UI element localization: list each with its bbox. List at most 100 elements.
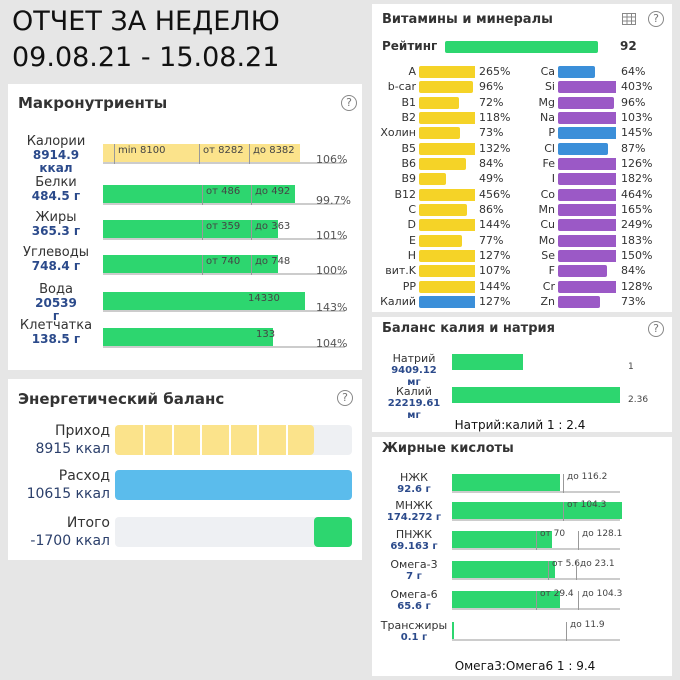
vitamin-bar xyxy=(419,280,475,293)
norm-label: до 116.2 xyxy=(567,472,608,482)
vitamin-track xyxy=(558,142,616,155)
vitamin-name: Zn xyxy=(540,294,555,308)
vitamin-pct: 150% xyxy=(621,248,653,262)
track-line xyxy=(103,310,345,312)
vitamin-track xyxy=(558,280,616,293)
vitamin-name: b-car xyxy=(387,80,416,94)
track-line xyxy=(103,162,345,164)
vitamin-bar xyxy=(419,81,473,94)
nutrient-pct: 143% xyxy=(316,301,348,314)
track-line xyxy=(452,639,620,641)
report-title: ОТЧЕТ ЗА НЕДЕЛЮ xyxy=(12,6,280,37)
vitamin-track xyxy=(419,81,475,94)
vitamin-bar xyxy=(558,203,616,216)
vitamin-pct: 182% xyxy=(621,172,653,186)
vitamin-bar xyxy=(558,96,614,109)
vitamin-pct: 403% xyxy=(621,80,653,94)
vitamin-pct: 73% xyxy=(621,294,646,308)
vitamin-name: Se xyxy=(541,248,555,262)
vitamin-track xyxy=(419,219,475,232)
norm-tick xyxy=(536,591,537,610)
norm-tick xyxy=(536,531,537,550)
norm-label: до 492 xyxy=(255,186,291,197)
vitamin-track xyxy=(419,157,475,170)
vitamin-name: Fe xyxy=(542,156,556,170)
norm-label: от 70 xyxy=(540,529,566,539)
norm-tick xyxy=(578,531,579,550)
norm-label: до 363 xyxy=(255,221,291,232)
vitamin-name: Na xyxy=(540,110,555,124)
nutrient-amount: 20539 г xyxy=(35,296,77,323)
norm-tick xyxy=(251,185,252,205)
vitamin-bar xyxy=(419,127,460,140)
nutrient-name: Вода xyxy=(39,282,73,297)
vitamin-pct: 128% xyxy=(621,279,653,293)
vitamin-bar xyxy=(558,66,596,78)
potassium-panel xyxy=(372,317,672,432)
vitamin-bar xyxy=(558,142,609,155)
nutrient-bar xyxy=(103,292,305,310)
vitamin-pct: 144% xyxy=(479,279,511,293)
fat-bar xyxy=(452,502,622,519)
vitamin-bar xyxy=(419,66,475,78)
fat-bar xyxy=(452,474,560,491)
mineral-name: Калий xyxy=(396,385,432,398)
vitamin-pct: 86% xyxy=(479,202,504,216)
help-icon: ? xyxy=(337,390,353,406)
nutrient-pct: 99.7% xyxy=(316,194,351,207)
vitamin-bar xyxy=(419,295,475,308)
vitamin-track xyxy=(558,188,616,201)
norm-label: min 8100 xyxy=(118,145,166,156)
vitamin-track xyxy=(558,234,616,247)
vitamin-name: Ca xyxy=(540,65,555,78)
track-line xyxy=(452,519,620,521)
vitamin-name: I xyxy=(551,172,555,186)
nutrient-bar xyxy=(103,255,278,273)
norm-label: до 748 xyxy=(255,256,291,267)
vitamin-track xyxy=(419,173,475,186)
nutrient-name: Белки xyxy=(35,175,77,190)
vitamin-track xyxy=(419,234,475,247)
energy-value: -1700 ккал xyxy=(30,533,110,549)
vitamin-track xyxy=(419,188,475,201)
vitamin-bar xyxy=(558,188,616,201)
energy-bar xyxy=(115,425,315,455)
vitamin-bar xyxy=(558,127,616,140)
norm-tick xyxy=(202,220,203,240)
panel-title: Баланс калия и натрия xyxy=(382,321,555,336)
vitamin-name: B1 xyxy=(401,95,416,109)
vitamin-pct: 132% xyxy=(479,141,511,155)
vitamin-bar xyxy=(419,234,463,247)
track-line xyxy=(452,578,620,580)
energy-label: Итого xyxy=(66,515,110,531)
vitamin-name: B9 xyxy=(401,172,416,186)
vitamin-bar xyxy=(558,173,616,186)
vitamin-bar xyxy=(419,188,475,201)
vitamin-track xyxy=(558,111,616,124)
vitamin-bar xyxy=(419,203,468,216)
nutrient-name: Углеводы xyxy=(23,245,89,260)
norm-tick xyxy=(199,144,200,164)
norm-tick xyxy=(563,502,564,521)
vitamin-bar xyxy=(558,265,607,278)
nutrient-name: Жиры xyxy=(35,210,77,225)
norm-tick xyxy=(202,255,203,275)
nutrient-bar xyxy=(103,185,295,203)
fat-name: Омега-3 xyxy=(390,558,438,571)
vitamin-pct: 96% xyxy=(479,80,504,94)
vitamin-bar xyxy=(419,265,475,278)
vitamin-bar xyxy=(558,234,616,247)
vitamin-pct: 64% xyxy=(621,65,646,78)
mineral-bar xyxy=(452,387,620,403)
track-line xyxy=(103,238,345,240)
vitamin-pct: 96% xyxy=(621,95,646,109)
vitamin-name: Mo xyxy=(538,233,555,247)
energy-value: 10615 ккал xyxy=(26,486,110,502)
vitamin-pct: 84% xyxy=(479,156,504,170)
vitamin-name: E xyxy=(409,233,416,247)
vitamin-name: Cl xyxy=(544,141,555,155)
vitamin-track xyxy=(419,265,475,278)
energy-label: Расход xyxy=(58,468,110,484)
vitamin-pct: 126% xyxy=(621,156,653,170)
